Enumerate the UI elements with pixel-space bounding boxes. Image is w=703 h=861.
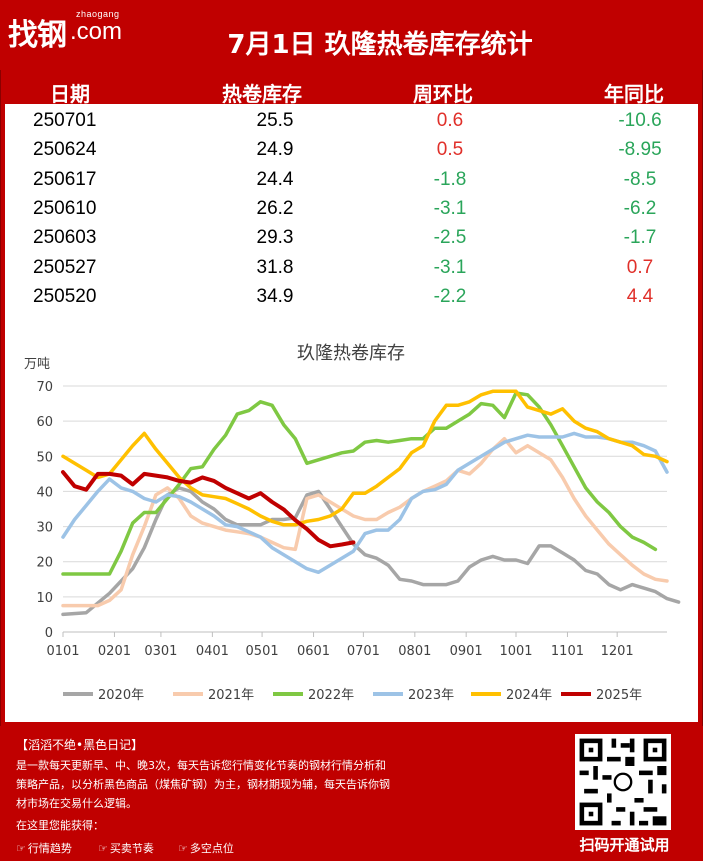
promo-item-points[interactable]: ☞ 多空点位 bbox=[178, 842, 234, 855]
qr-code[interactable] bbox=[575, 734, 671, 830]
legend-label: 2024年 bbox=[506, 688, 552, 703]
promo-item-trend[interactable]: ☞ 行情趋势 bbox=[16, 842, 72, 855]
promo-line: 是一款每天更新早、中、晚3次，每天告诉您行情变化节奏的钢材行情分析和 bbox=[16, 759, 386, 772]
legend-label: 2023年 bbox=[408, 688, 454, 703]
col-date: 日期 bbox=[50, 82, 90, 106]
table-row: 250617 24.4 -1.8 -8.5 bbox=[5, 165, 698, 194]
stock-table: 250701 25.5 0.6 -10.6 250624 24.9 0.5 -8.95 2506… bbox=[5, 104, 698, 314]
cell-wow: -3.1 bbox=[433, 256, 467, 278]
series-line-2024年 bbox=[61, 389, 669, 527]
logo-en-small: zhaogang bbox=[76, 9, 120, 19]
cell-date: 250603 bbox=[33, 227, 97, 249]
cell-wow: -2.2 bbox=[433, 285, 467, 307]
series-line-2023年 bbox=[61, 431, 669, 575]
cell-wow: -2.5 bbox=[433, 227, 467, 249]
cell-wow: -3.1 bbox=[433, 197, 467, 219]
legend-label: 2022年 bbox=[308, 688, 354, 703]
qr-caption: 扫码开通试用 bbox=[579, 836, 670, 854]
cell-stock: 34.9 bbox=[256, 285, 294, 307]
x-tick-label: 0501 bbox=[246, 644, 279, 659]
table-row: 250603 29.3 -2.5 -1.7 bbox=[5, 223, 698, 252]
y-tick-label: 20 bbox=[36, 556, 53, 571]
promo-footer: 【滔滔不绝•黑色日记】 是一款每天更新早、中、晚3次，每天告诉您行情变化节奏的钢… bbox=[0, 726, 703, 861]
chart-panel: 玖隆热卷库存万吨 0 10 20 30 40 50 60 70 0101 0201 0301 0401 0… bbox=[5, 314, 698, 722]
legend-label: 2025年 bbox=[596, 688, 642, 703]
cell-stock: 26.2 bbox=[256, 197, 294, 219]
cell-wow: 0.6 bbox=[436, 110, 464, 131]
logo-cn: 找钢 bbox=[8, 18, 67, 53]
y-tick-label: 30 bbox=[36, 521, 53, 536]
promo-line: 在这里您能获得： bbox=[16, 819, 104, 832]
cell-yoy: -8.5 bbox=[623, 168, 657, 190]
cell-date: 250520 bbox=[33, 285, 97, 307]
y-tick-label: 60 bbox=[36, 415, 53, 430]
col-yoy: 年同比 bbox=[604, 82, 664, 106]
table-header: 日期 热卷库存 周环比 年同比 bbox=[0, 74, 703, 106]
hand-pointer-icon: ☞ bbox=[178, 842, 188, 855]
series-line-2025年 bbox=[61, 470, 356, 549]
x-tick-label: 0701 bbox=[347, 644, 380, 659]
cell-wow: 0.5 bbox=[436, 139, 464, 161]
col-wow: 周环比 bbox=[413, 82, 473, 106]
x-tick-label: 1001 bbox=[499, 644, 532, 659]
cell-date: 250624 bbox=[33, 139, 97, 161]
series-line-2020年 bbox=[61, 486, 681, 617]
table-row: 250701 25.5 0.6 -10.6 bbox=[5, 106, 698, 135]
cell-yoy: -10.6 bbox=[618, 110, 662, 131]
y-tick-label: 40 bbox=[36, 485, 53, 500]
cell-stock: 29.3 bbox=[256, 227, 294, 249]
y-tick-label: 70 bbox=[36, 380, 53, 395]
x-tick-label: 1201 bbox=[601, 644, 634, 659]
table-row: 250624 24.9 0.5 -8.95 bbox=[5, 135, 698, 164]
cell-yoy: -6.2 bbox=[623, 197, 657, 219]
table-row: 250527 31.8 -3.1 0.7 bbox=[5, 253, 698, 282]
x-tick-label: 0601 bbox=[297, 644, 330, 659]
cell-wow: -1.8 bbox=[433, 168, 467, 190]
chart-title: 玖隆热卷库存 bbox=[297, 343, 405, 364]
x-tick-label: 1101 bbox=[551, 644, 584, 659]
promo-item-rhythm[interactable]: ☞ 买卖节奏 bbox=[98, 842, 154, 855]
cell-date: 250527 bbox=[33, 256, 97, 278]
legend-label: 2021年 bbox=[208, 688, 254, 703]
table-row: 250610 26.2 -3.1 -6.2 bbox=[5, 194, 698, 223]
cell-yoy: 0.7 bbox=[626, 256, 654, 278]
cell-yoy: -1.7 bbox=[623, 227, 657, 249]
x-tick-label: 0201 bbox=[98, 644, 131, 659]
promo-title: 【滔滔不绝•黑色日记】 bbox=[16, 738, 144, 752]
x-tick-label: 0301 bbox=[144, 644, 177, 659]
y-tick-label: 10 bbox=[36, 591, 53, 606]
zhaogang-logo: 找钢 zhaogang .com bbox=[8, 8, 138, 53]
col-stock: 热卷库存 bbox=[222, 82, 302, 106]
cell-yoy: 4.4 bbox=[626, 285, 654, 307]
legend-label: 2020年 bbox=[98, 688, 144, 703]
y-tick-label: 0 bbox=[45, 626, 53, 641]
promo-line: 策略产品，以分析黑色商品（煤焦矿钢）为主，钢材期现为辅，每天告诉你钢 bbox=[16, 778, 390, 791]
cell-date: 250617 bbox=[33, 168, 97, 190]
header: 找钢 zhaogang .com 7月1日 玖隆热卷库存统计 bbox=[0, 0, 703, 70]
cell-stock: 24.4 bbox=[256, 168, 294, 190]
hand-pointer-icon: ☞ bbox=[98, 842, 108, 855]
page-title: 7月1日 玖隆热卷库存统计 bbox=[227, 30, 533, 60]
x-tick-label: 0401 bbox=[196, 644, 229, 659]
cell-stock: 25.5 bbox=[256, 110, 294, 131]
hand-pointer-icon: ☞ bbox=[16, 842, 26, 855]
x-tick-label: 0901 bbox=[450, 644, 483, 659]
x-tick-label: 0101 bbox=[46, 644, 79, 659]
y-tick-label: 50 bbox=[36, 450, 53, 465]
x-tick-label: 0801 bbox=[398, 644, 431, 659]
cell-yoy: -8.95 bbox=[618, 139, 662, 161]
cell-date: 250610 bbox=[33, 197, 97, 219]
cell-date: 250701 bbox=[33, 110, 97, 131]
cell-stock: 31.8 bbox=[256, 256, 294, 278]
y-axis-label: 万吨 bbox=[24, 357, 50, 372]
cell-stock: 24.9 bbox=[256, 139, 294, 161]
logo-en: .com bbox=[70, 18, 123, 45]
table-row: 250520 34.9 -2.2 4.4 bbox=[5, 282, 698, 311]
promo-line: 材市场在交易什么逻辑。 bbox=[16, 797, 137, 810]
